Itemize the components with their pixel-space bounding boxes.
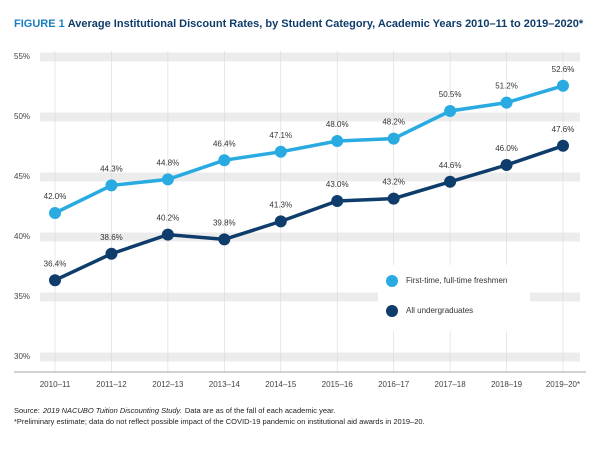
- value-label: 51.2%: [495, 82, 518, 91]
- series-line: [54, 144, 564, 282]
- value-label: 42.0%: [44, 192, 67, 201]
- x-tick-label: 2017–18: [435, 380, 467, 389]
- value-label: 43.0%: [326, 180, 349, 189]
- point: [557, 79, 569, 92]
- point: [218, 233, 231, 246]
- point: [49, 207, 61, 219]
- value-label: 50.5%: [439, 90, 462, 99]
- x-tick-label: 2018–19: [491, 380, 523, 389]
- point: [331, 135, 344, 147]
- value-label: 44.3%: [100, 165, 123, 174]
- y-tick-label: 45%: [14, 172, 30, 181]
- legend-marker: [386, 275, 398, 287]
- point: [444, 175, 457, 188]
- y-tick-label: 30%: [14, 352, 30, 361]
- point: [557, 139, 569, 152]
- x-tick-label: 2016–17: [378, 380, 410, 389]
- point: [500, 96, 513, 109]
- value-label: 39.8%: [213, 219, 236, 228]
- source-label: Source:: [14, 406, 40, 415]
- legend-box: [378, 265, 530, 331]
- point: [49, 274, 61, 287]
- x-tick-label: 2012–13: [152, 380, 184, 389]
- y-tick-label: 55%: [14, 52, 30, 61]
- x-tick-label: 2019–20*: [546, 380, 580, 389]
- y-tick-label: 50%: [14, 112, 30, 121]
- source-text: Data are as of the fall of each academic…: [185, 406, 336, 415]
- point: [331, 195, 344, 207]
- value-label: 46.4%: [213, 139, 236, 148]
- legend-label: First-time, full-time freshmen: [406, 276, 507, 285]
- value-label: 48.2%: [382, 118, 405, 127]
- value-label: 52.6%: [552, 65, 575, 74]
- source-title: 2019 NACUBO Tuition Discounting Study.: [42, 406, 182, 415]
- x-tick-label: 2010–11: [40, 380, 71, 389]
- value-label: 47.6%: [552, 125, 575, 134]
- legend-label: All undergraduates: [406, 306, 473, 315]
- title-text: Average Institutional Discount Rates, by…: [68, 18, 584, 30]
- value-label: 41.3%: [269, 201, 292, 210]
- point: [105, 179, 118, 192]
- note: *Preliminary estimate; data do not refle…: [14, 417, 425, 426]
- value-label: 43.2%: [382, 178, 405, 187]
- x-tick-label: 2015–16: [322, 380, 354, 389]
- point: [274, 215, 287, 228]
- y-tick-label: 35%: [14, 292, 30, 301]
- point: [161, 173, 174, 186]
- value-label: 44.6%: [439, 161, 462, 170]
- point: [105, 247, 118, 260]
- point: [387, 132, 400, 145]
- value-label: 40.2%: [157, 214, 180, 223]
- x-tick-label: 2013–14: [209, 380, 241, 389]
- point: [161, 228, 174, 241]
- plot: 30% 35% 40% 45% 50% 55% 2010–11 2011–12 2012–13 2…: [14, 51, 586, 389]
- series-line: [54, 84, 564, 215]
- value-label: 47.1%: [269, 131, 292, 140]
- value-label: 46.0%: [495, 144, 518, 153]
- source: Source: 2019 NACUBO Tuition Discounting S…: [14, 406, 335, 415]
- value-label: 44.8%: [157, 159, 180, 168]
- x-tick-label: 2014–15: [265, 380, 297, 389]
- chart-title: FIGURE 1 Average Institutional Discount R…: [14, 18, 584, 30]
- value-label: 48.0%: [326, 120, 349, 129]
- point: [444, 105, 457, 117]
- figure-label: FIGURE 1: [14, 18, 65, 30]
- point: [218, 154, 231, 167]
- point: [500, 159, 513, 171]
- x-tick-label: 2011–12: [96, 380, 127, 389]
- y-tick-label: 40%: [14, 232, 30, 241]
- point: [274, 145, 287, 158]
- value-label: 36.4%: [44, 259, 67, 268]
- legend-marker: [386, 305, 398, 317]
- point: [387, 192, 400, 205]
- value-label: 38.6%: [100, 233, 123, 242]
